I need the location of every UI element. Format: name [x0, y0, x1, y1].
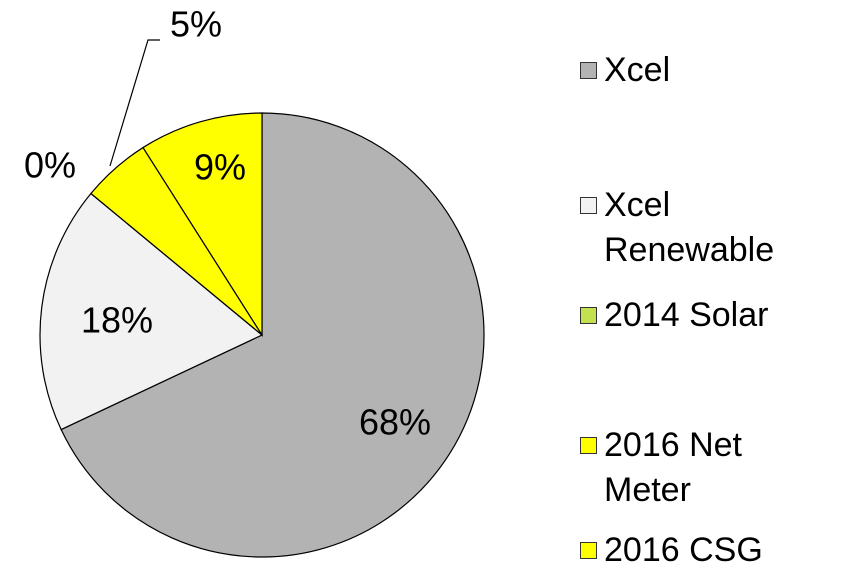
legend-swatch [580, 437, 597, 454]
legend-item: 2016 CSG [580, 528, 830, 573]
pie-slice [142, 112, 263, 338]
leader-line [109, 39, 160, 167]
legend-label: 2016 Net Meter [604, 426, 742, 509]
legend-label: 2016 CSG [604, 531, 763, 569]
legend-item: Xcel Renewable [580, 183, 830, 273]
data-label: 5% [170, 4, 222, 45]
pie-slice [60, 112, 485, 558]
legend-swatch [580, 197, 597, 214]
data-label: 18% [81, 300, 153, 341]
legend-label: Xcel [604, 51, 671, 89]
data-label: 0% [24, 145, 76, 186]
legend-item: Xcel [580, 48, 830, 93]
legend-label: Xcel Renewable [604, 186, 775, 269]
legend-item: 2016 Net Meter [580, 423, 830, 513]
data-label: 68% [359, 402, 431, 443]
legend-swatch [580, 542, 597, 559]
data-label: 9% [194, 147, 246, 188]
legend-label: 2014 Solar [604, 296, 769, 334]
legend-swatch [580, 307, 597, 324]
legend-swatch [580, 62, 597, 79]
legend-item: 2014 Solar [580, 293, 830, 338]
pie-slice [39, 192, 264, 431]
